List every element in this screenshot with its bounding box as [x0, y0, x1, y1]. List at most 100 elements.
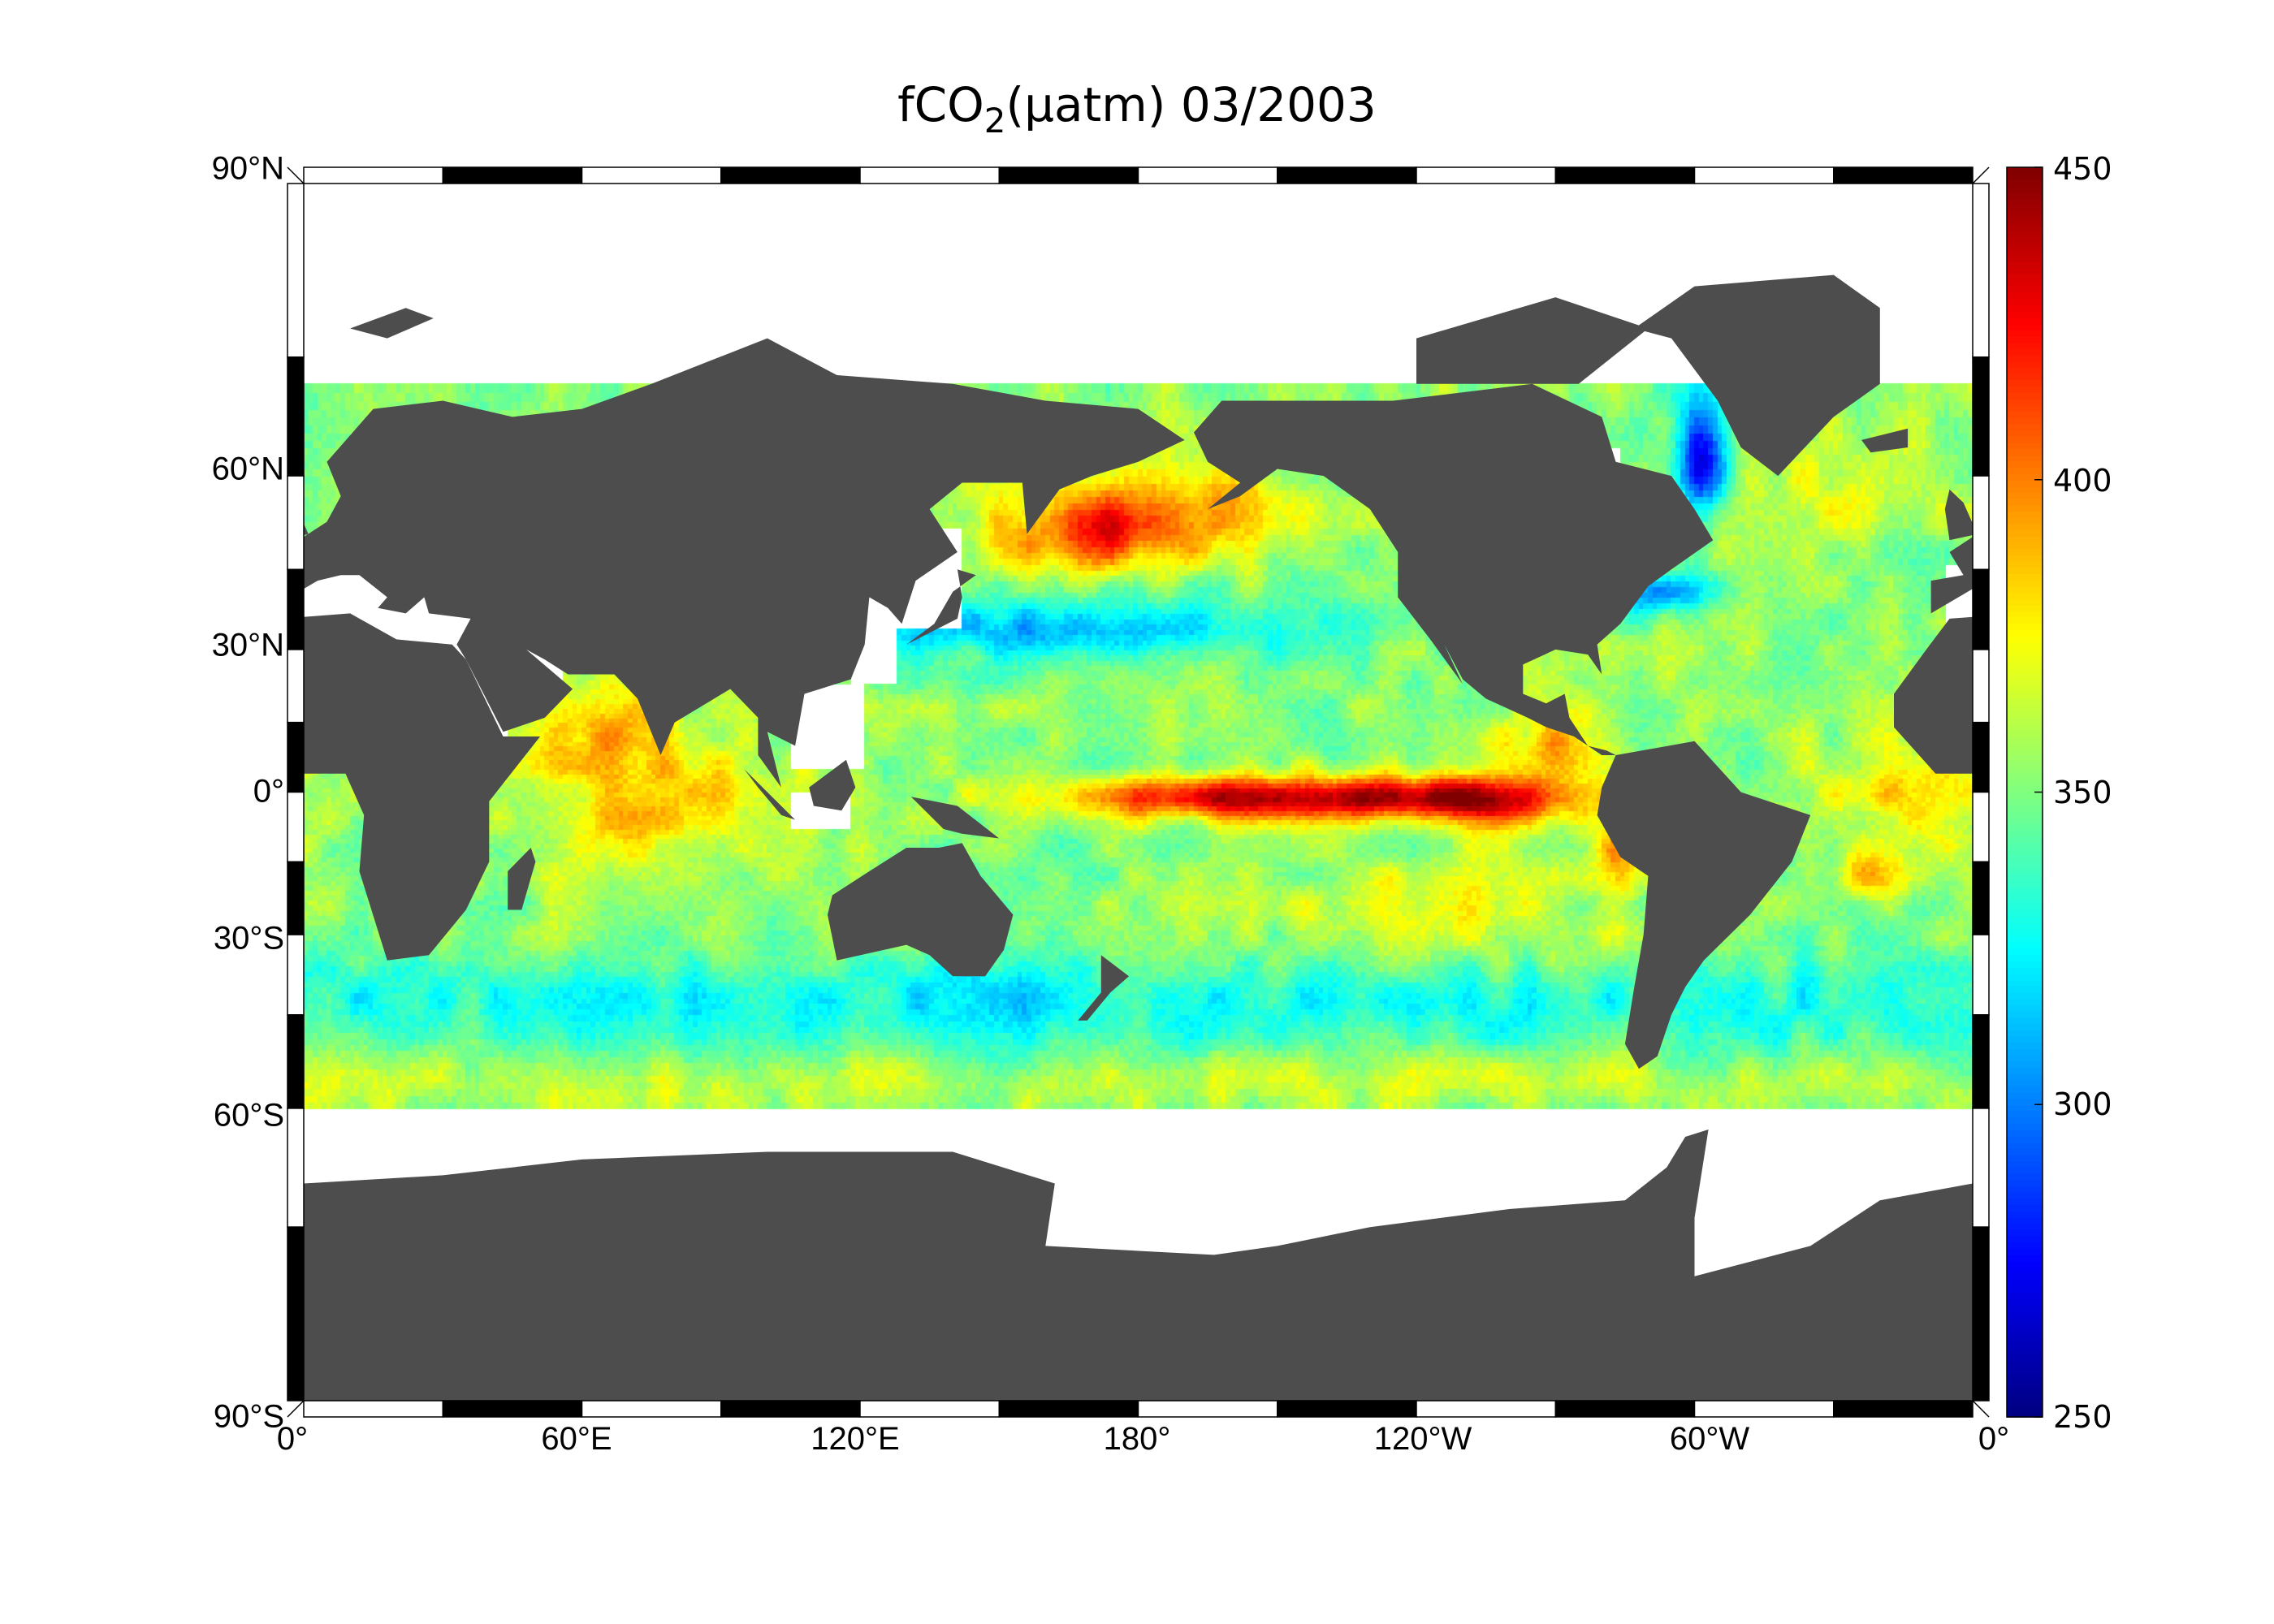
map-frame — [287, 166, 1990, 1418]
colorbar-swatch — [2007, 373, 2043, 381]
y-tick-label: 60°S — [213, 1097, 284, 1134]
colorbar-swatch — [2007, 604, 2043, 612]
frame-segment-left — [287, 356, 305, 477]
colorbar-swatch — [2007, 367, 2043, 374]
land-africa — [304, 613, 541, 961]
colorbar-swatch — [2007, 804, 2043, 812]
colorbar-swatch — [2007, 748, 2043, 756]
colorbar-swatch — [2007, 598, 2043, 606]
colorbar-swatch — [2007, 836, 2043, 843]
land-north-america — [0, 384, 44, 755]
colorbar-swatch — [2007, 423, 2043, 430]
colorbar-swatch — [2007, 866, 2043, 875]
colorbar-swatch — [2007, 317, 2043, 325]
frame-segment-right — [1972, 183, 1990, 358]
frame-segment-right — [1972, 861, 1990, 935]
colorbar-swatch — [2007, 354, 2043, 362]
frame-segment-left — [287, 1108, 305, 1228]
land-britain — [1944, 489, 1973, 541]
frame-segment-left — [287, 568, 305, 650]
colorbar-swatch — [2007, 1404, 2043, 1412]
colorbar-swatch — [2007, 723, 2043, 731]
y-tick-label: 60°N — [211, 451, 284, 487]
land-antarctica — [1138, 1129, 1973, 1401]
frame-segment-right — [1972, 356, 1990, 477]
colorbar-swatch — [2007, 435, 2043, 443]
land-iceland — [192, 429, 239, 453]
colorbar-swatch — [2007, 179, 2043, 187]
colorbar-swatch — [2007, 1298, 2043, 1306]
y-tick-label: 90°N — [211, 150, 284, 187]
colorbar-swatch — [2007, 555, 2043, 562]
colorbar-swatch — [2007, 1341, 2043, 1350]
frame-segment-left — [287, 649, 305, 723]
colorbar-tick-label: 450 — [2053, 151, 2112, 187]
colorbar-swatch — [2007, 986, 2043, 993]
frame-segment-top — [1277, 166, 1417, 184]
colorbar-swatch — [2007, 1123, 2043, 1130]
colorbar-swatch — [2007, 1060, 2043, 1068]
colorbar-swatch — [2007, 1235, 2043, 1243]
colorbar-swatch — [2007, 536, 2043, 543]
colorbar-swatch — [2007, 910, 2043, 918]
colorbar-swatch — [2007, 892, 2043, 900]
frame-segment-right — [1972, 934, 1990, 1016]
frame-segment-top — [998, 166, 1139, 184]
colorbar-swatch — [2007, 342, 2043, 349]
frame-corner — [1972, 1400, 1990, 1418]
colorbar-swatch — [2007, 1035, 2043, 1043]
colorbar-swatch — [2007, 442, 2043, 450]
frame-segment-bottom — [1554, 1400, 1696, 1418]
colorbar-swatch — [2007, 1173, 2043, 1181]
colorbar-swatch — [2007, 248, 2043, 256]
frame-corner — [287, 1400, 305, 1418]
colorbar-swatch — [2007, 454, 2043, 462]
colorbar-swatch — [2007, 516, 2043, 525]
land-iceland — [1861, 428, 1909, 453]
colorbar-swatch — [2007, 1254, 2043, 1262]
colorbar-swatch — [2007, 1304, 2043, 1311]
colorbar-swatch — [2007, 623, 2043, 631]
frame-segment-bottom — [581, 1400, 722, 1418]
colorbar-swatch — [2007, 848, 2043, 856]
x-tick-label: 120°E — [811, 1421, 900, 1457]
frame-segment-top — [1416, 166, 1556, 184]
colorbar-swatch — [2007, 1142, 2043, 1149]
colorbar-swatch — [2007, 523, 2043, 531]
colorbar-swatch — [2007, 1279, 2043, 1287]
frame-segment-top — [1137, 166, 1278, 184]
colorbar-swatch — [2007, 942, 2043, 949]
colorbar-swatch — [2007, 1285, 2043, 1293]
colorbar-swatch — [2007, 905, 2043, 912]
colorbar-swatch — [2007, 817, 2043, 824]
frame-segment-bottom — [720, 1400, 861, 1418]
frame-segment-right — [1972, 721, 1990, 793]
colorbar-swatch — [2007, 1073, 2043, 1081]
colorbar-swatch — [2007, 348, 2043, 356]
colorbar-swatch — [2007, 460, 2043, 469]
colorbar-tick-label: 250 — [2053, 1399, 2112, 1435]
colorbar-swatch — [2007, 1273, 2043, 1281]
frame-segment-left — [287, 861, 305, 935]
colorbar-swatch — [2007, 829, 2043, 837]
colorbar-swatch — [2007, 379, 2043, 387]
land-madagascar — [2177, 848, 2204, 910]
colorbar-swatch — [2007, 1248, 2043, 1255]
colorbar-swatch — [2007, 1135, 2043, 1143]
colorbar-swatch — [2007, 667, 2043, 675]
frame-segment-bottom — [998, 1400, 1139, 1418]
colorbar-swatch — [2007, 710, 2043, 718]
colorbar-swatch — [2007, 654, 2043, 662]
x-tick-label: 60°E — [541, 1421, 612, 1457]
frame-segment-bottom — [1833, 1400, 1974, 1418]
colorbar-swatch — [2007, 560, 2043, 568]
colorbar-swatch — [2007, 780, 2043, 787]
frame-segment-bottom — [859, 1400, 1000, 1418]
colorbar-swatch — [2007, 310, 2043, 318]
land-britain — [304, 523, 309, 535]
colorbar-swatch — [2007, 1410, 2043, 1418]
x-tick-label: 120°W — [1373, 1421, 1472, 1457]
colorbar-swatch — [2007, 1198, 2043, 1206]
x-tick-label: 0° — [276, 1421, 309, 1457]
colorbar-swatch — [2007, 498, 2043, 506]
